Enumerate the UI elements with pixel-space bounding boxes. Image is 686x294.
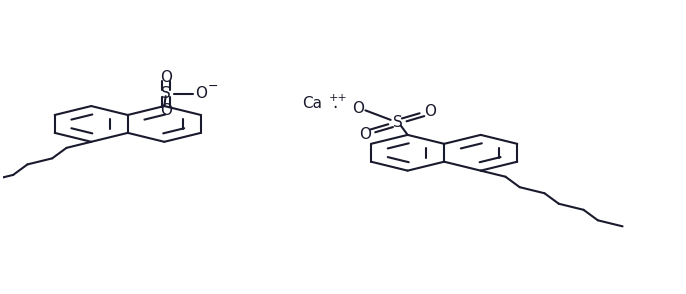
Text: O: O: [424, 104, 436, 119]
Text: Ca: Ca: [303, 96, 322, 111]
Text: S: S: [392, 115, 402, 130]
Text: O: O: [160, 103, 172, 118]
Text: −: −: [208, 80, 219, 93]
Text: O: O: [160, 70, 172, 85]
Text: S: S: [161, 86, 171, 101]
Text: O: O: [359, 127, 370, 142]
Text: O: O: [352, 101, 364, 116]
Text: ++: ++: [329, 93, 348, 103]
Text: ·: ·: [332, 99, 338, 117]
Text: O: O: [195, 86, 207, 101]
